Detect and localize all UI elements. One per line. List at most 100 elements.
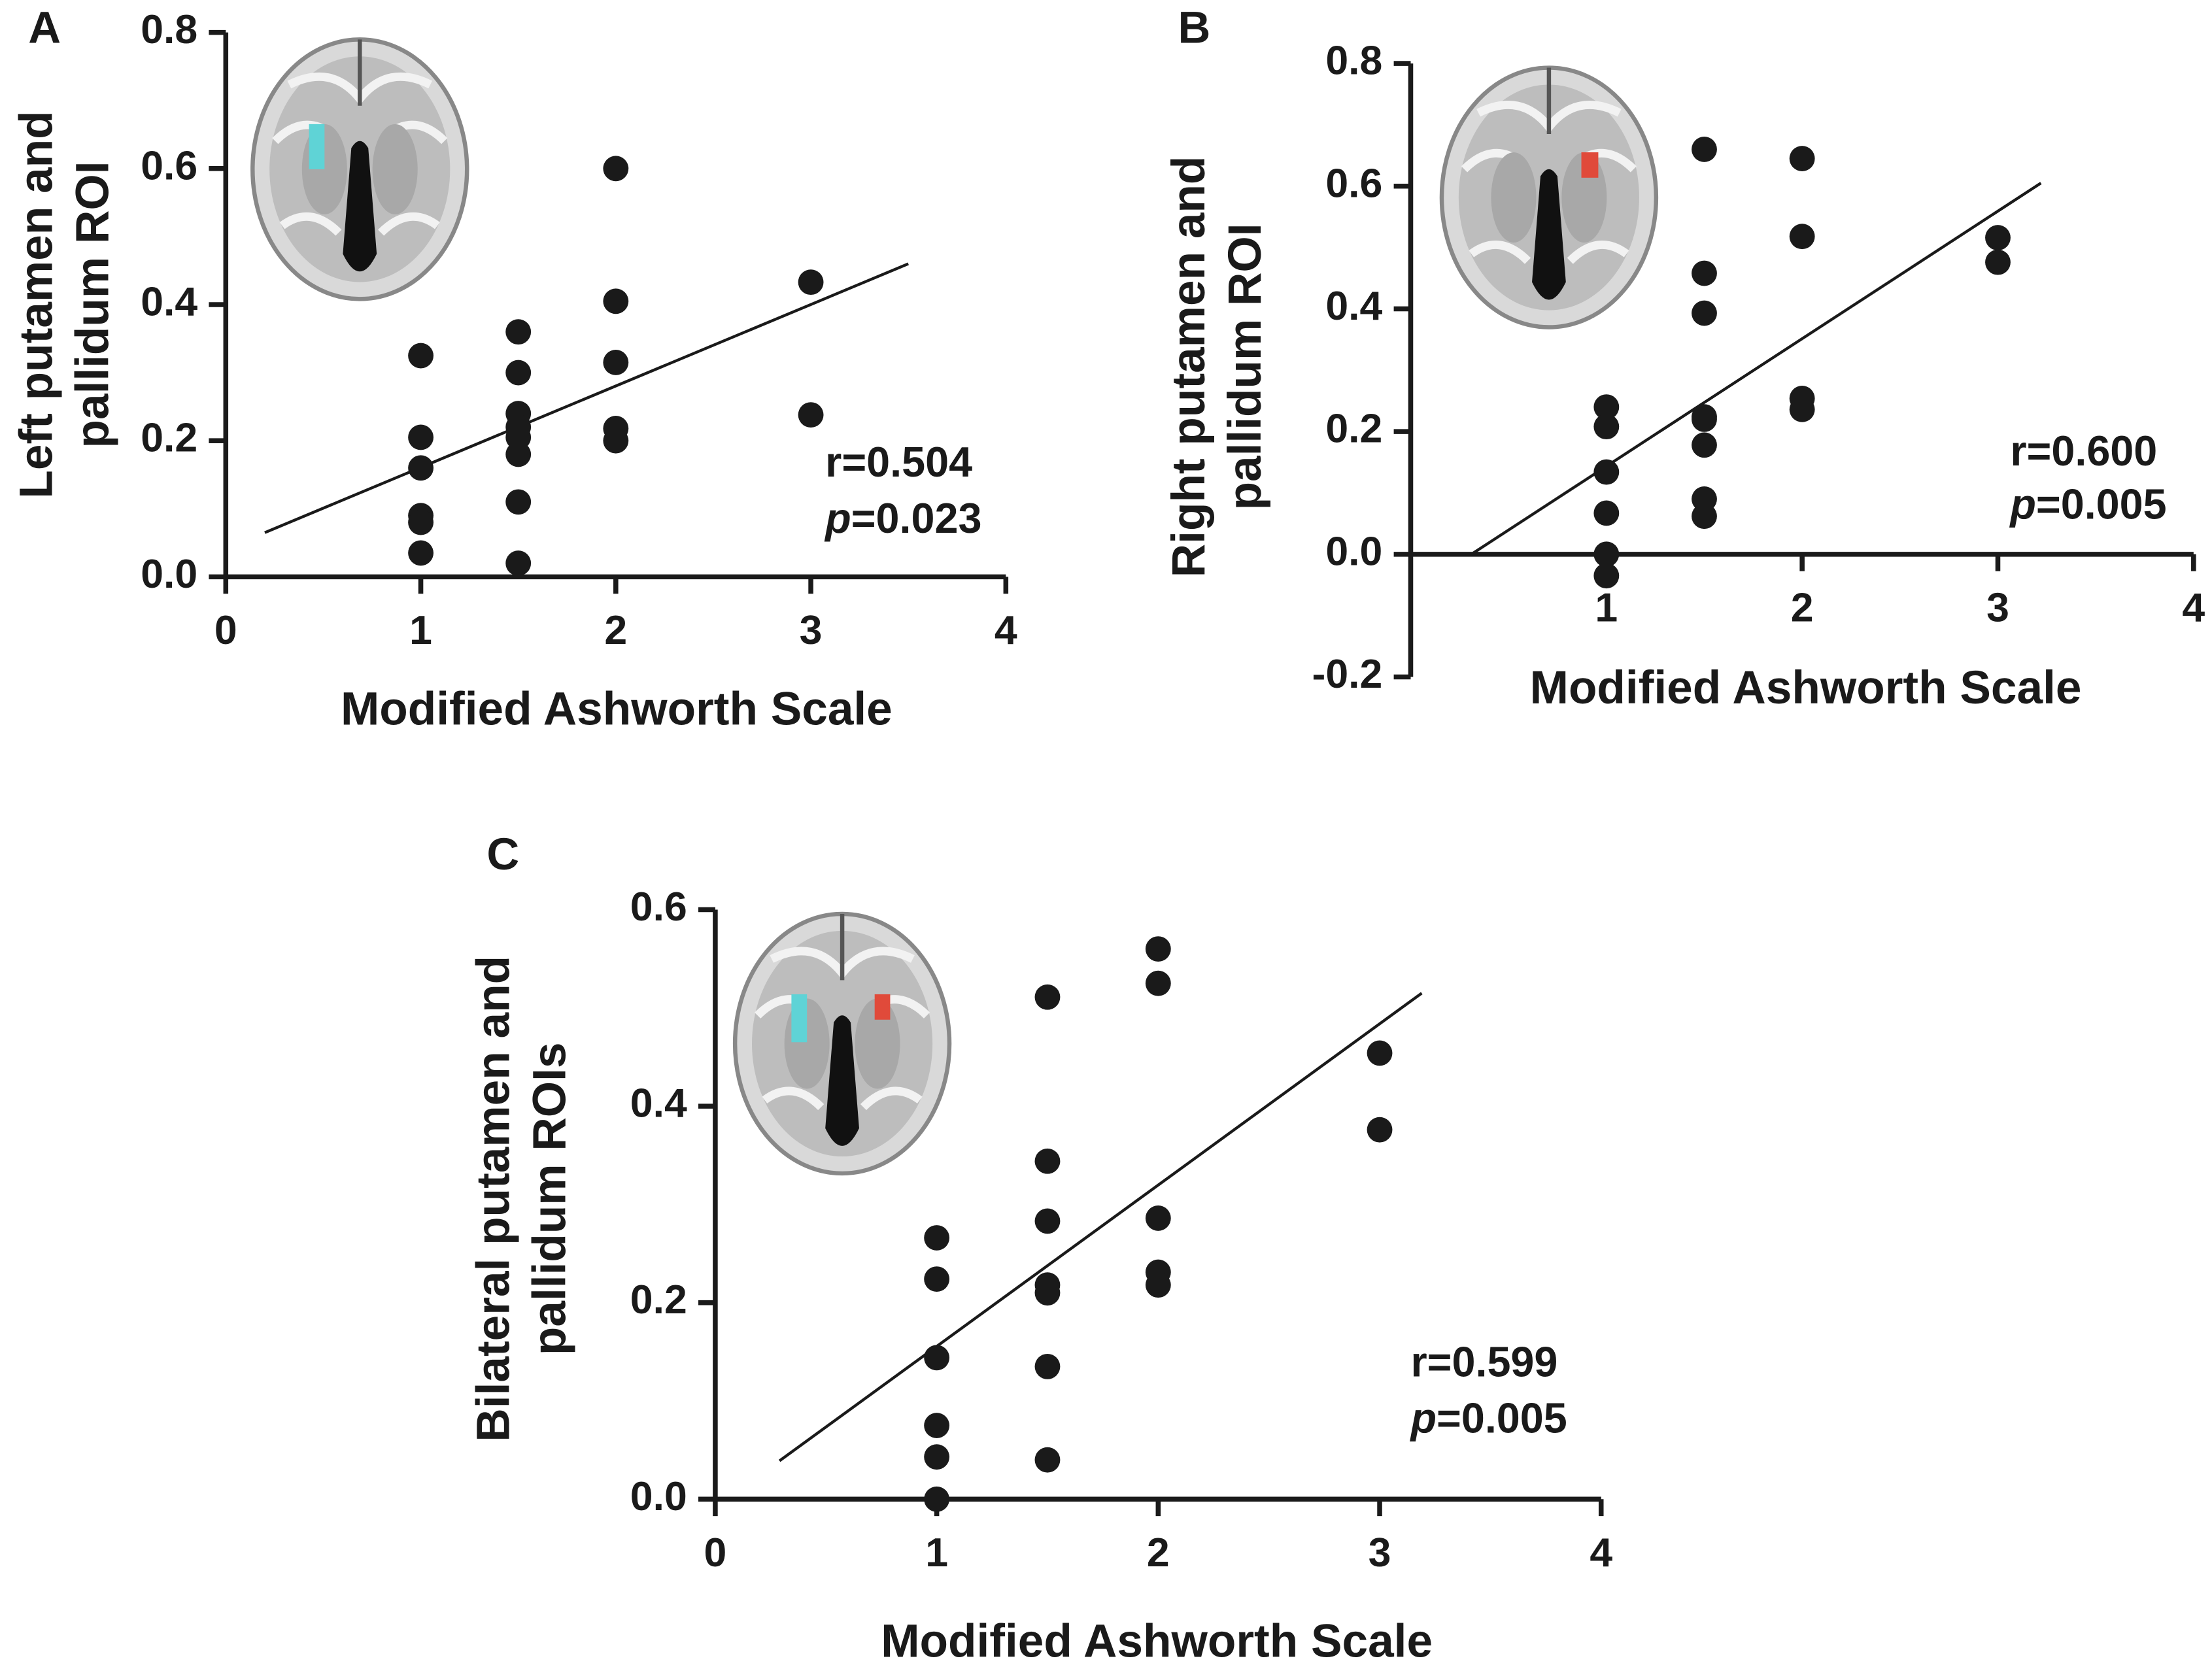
point <box>505 489 532 515</box>
fit-line <box>264 262 910 534</box>
point <box>924 1345 950 1371</box>
p-symbol: p <box>824 494 851 542</box>
x-tick-label: 3 <box>1369 1530 1391 1575</box>
y-tick-label: 0.4 <box>141 279 197 325</box>
y-axis-label: pallidum ROIs <box>524 1042 576 1355</box>
fit-line <box>778 992 1423 1462</box>
point <box>1593 459 1620 485</box>
p-symbol: p <box>2009 480 2036 528</box>
x-tick-label: 1 <box>1595 585 1618 631</box>
point <box>1034 1353 1061 1379</box>
point <box>1593 414 1620 440</box>
p-value: =0.005 <box>1437 1394 1567 1442</box>
point <box>1692 260 1717 286</box>
panel-label: B <box>1178 3 1211 53</box>
point <box>505 550 532 576</box>
point <box>1145 1205 1171 1231</box>
x-tick-label: 4 <box>2182 585 2205 631</box>
point <box>1145 936 1171 962</box>
brain-image-a <box>252 39 467 299</box>
r-annotation: r=0.600 <box>2010 427 2157 475</box>
y-axis-label: Right putamen and <box>1163 156 1215 578</box>
p-value: =0.023 <box>851 494 982 542</box>
y-tick-label: 0.0 <box>141 551 197 597</box>
panel-2: C 0.0 0.2 0.4 0.6 0 1 2 3 4 Modified Ashworth Scal… <box>468 829 1612 1667</box>
point <box>1034 1148 1061 1174</box>
p-annotation: p=0.005 <box>2009 480 2166 528</box>
y-tick-label: -0.2 <box>1312 651 1383 697</box>
point <box>1593 541 1620 567</box>
point <box>603 428 629 454</box>
y-tick-label: 0.8 <box>1325 38 1382 84</box>
x-tick-label: 3 <box>1986 585 2009 631</box>
x-axis-label: Modified Ashworth Scale <box>1530 662 2082 714</box>
y-tick-label: 0.8 <box>141 7 197 52</box>
point <box>1034 1280 1061 1306</box>
point <box>1692 300 1717 326</box>
x-axis-label: Modified Ashworth Scale <box>341 683 893 735</box>
x-axis-label: Modified Ashworth Scale <box>881 1615 1433 1667</box>
point <box>1034 1447 1061 1473</box>
point <box>408 455 434 481</box>
point <box>1145 1272 1171 1298</box>
y-tick-label: 0.2 <box>1325 406 1382 452</box>
point <box>1034 1208 1061 1234</box>
point <box>1985 249 2011 275</box>
point <box>924 1444 950 1470</box>
x-tick-label: 4 <box>995 607 1017 653</box>
x-tick-label: 4 <box>1590 1530 1612 1575</box>
panel-1: B -0.2 0.0 0.2 0.4 0.6 0.8 1 2 3 4 Modified Ashwort… <box>1163 3 2205 714</box>
point <box>1692 406 1717 432</box>
brain-image-c <box>735 914 949 1173</box>
y-axis-label: Left putamen and <box>10 110 62 498</box>
y-tick-label: 0.0 <box>630 1473 687 1519</box>
point <box>603 350 629 375</box>
x-tick-label: 0 <box>214 607 237 653</box>
point <box>798 402 824 428</box>
y-tick-label: 0.2 <box>630 1277 687 1322</box>
panel-0: A 0.0 0.2 0.4 0.6 0.8 0 1 2 3 4 Modified Ashworth S… <box>10 3 1017 735</box>
point <box>1692 503 1717 530</box>
point <box>603 288 629 314</box>
point <box>1145 970 1171 996</box>
p-annotation: p=0.023 <box>824 494 981 542</box>
point <box>1692 137 1717 162</box>
point <box>924 1486 950 1512</box>
point <box>408 424 434 450</box>
point <box>505 360 532 386</box>
point <box>408 540 434 566</box>
r-annotation: r=0.599 <box>1410 1338 1557 1385</box>
point <box>1034 984 1061 1010</box>
point <box>924 1413 950 1438</box>
panel-label: C <box>486 829 519 879</box>
p-value: =0.005 <box>2036 480 2167 528</box>
point <box>408 509 434 535</box>
point <box>798 269 824 295</box>
x-tick-label: 0 <box>704 1530 727 1575</box>
y-tick-label: 0.6 <box>1325 160 1382 206</box>
point <box>505 441 532 467</box>
p-symbol: p <box>1409 1394 1437 1442</box>
point <box>1789 224 1815 250</box>
point <box>924 1266 950 1292</box>
panel-label: A <box>28 3 61 53</box>
point <box>924 1225 950 1251</box>
point <box>408 343 434 369</box>
p-annotation: p=0.005 <box>1409 1394 1567 1442</box>
x-tick-label: 1 <box>409 607 432 653</box>
point <box>1367 1040 1393 1066</box>
point <box>603 156 629 182</box>
point <box>1593 500 1620 526</box>
y-tick-label: 0.4 <box>1325 283 1382 329</box>
y-axis-label: pallidum ROI <box>1219 223 1271 510</box>
y-axis-label: pallidum ROI <box>67 161 119 448</box>
x-tick-label: 2 <box>604 607 627 653</box>
y-tick-label: 0.6 <box>141 143 197 188</box>
point <box>505 319 532 345</box>
y-tick-label: 0.2 <box>141 415 197 461</box>
point <box>1985 225 2011 251</box>
y-tick-label: 0.6 <box>630 884 687 930</box>
x-tick-label: 2 <box>1147 1530 1170 1575</box>
point <box>1367 1117 1393 1143</box>
